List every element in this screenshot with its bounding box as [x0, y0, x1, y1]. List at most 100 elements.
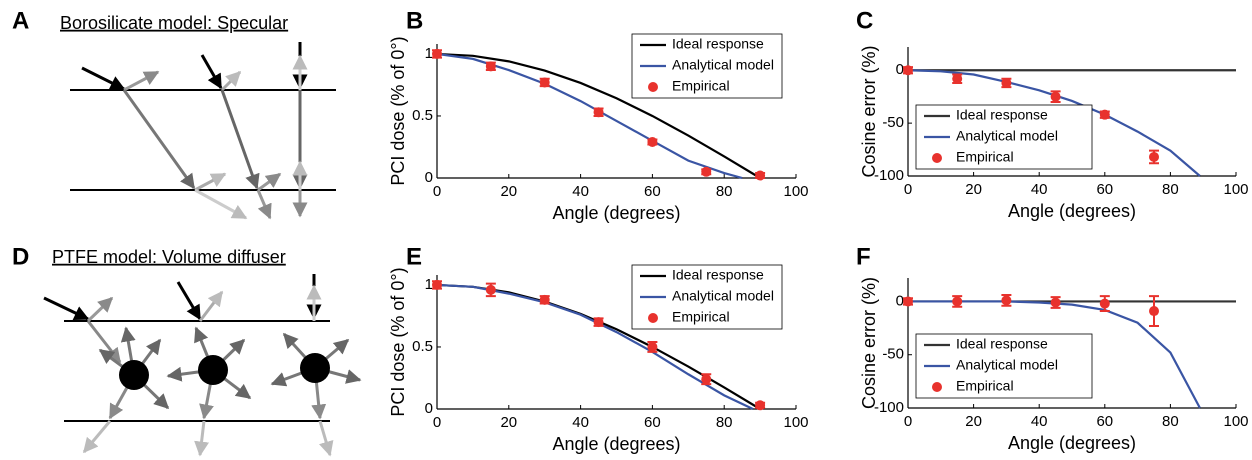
x-axis-label: Angle (degrees) — [552, 434, 680, 454]
data-point — [539, 294, 550, 305]
data-point — [1050, 297, 1061, 308]
x-tick-label: 100 — [783, 183, 808, 200]
y-tick-label: -50 — [882, 346, 904, 363]
x-tick-label: 60 — [644, 414, 661, 431]
x-tick-label: 20 — [500, 183, 517, 200]
y-tick-label: -50 — [882, 114, 904, 131]
x-tick-label: 100 — [783, 414, 808, 431]
y-axis-label: Cosine error (%) — [859, 277, 879, 409]
y-tick-label: 0.5 — [412, 338, 433, 355]
data-point — [647, 341, 658, 352]
data-point — [485, 61, 496, 72]
data-point — [593, 107, 604, 118]
data-point — [755, 400, 766, 411]
x-tick-label: 0 — [904, 181, 912, 198]
x-tick-label: 0 — [433, 414, 441, 431]
y-tick-label: 0 — [896, 292, 904, 309]
legend-label: Ideal response — [672, 36, 764, 52]
legend-label: Analytical model — [956, 357, 1058, 373]
data-point — [432, 48, 442, 59]
y-tick-label: 1 — [425, 276, 433, 293]
particle — [300, 353, 330, 383]
legend-label: Empirical — [956, 149, 1014, 165]
x-tick-label: 80 — [716, 414, 733, 431]
diagram-lines — [43, 274, 362, 457]
x-axis-label: Angle (degrees) — [1008, 433, 1136, 453]
x-tick-label: 40 — [1031, 181, 1048, 198]
y-tick-label: 0 — [425, 169, 433, 186]
data-point — [903, 65, 913, 76]
x-tick-label: 60 — [1096, 181, 1113, 198]
data-point — [1001, 77, 1012, 88]
data-point — [1149, 151, 1159, 162]
legend-label: Empirical — [672, 309, 730, 325]
legend-swatch — [648, 82, 658, 92]
x-axis-label: Angle (degrees) — [552, 203, 680, 223]
y-axis-label: PCI dose (% of 0°) — [388, 267, 408, 416]
panel-label: A — [12, 7, 29, 34]
x-axis-label: Angle (degrees) — [1008, 201, 1136, 221]
y-tick-label: 0.5 — [412, 107, 433, 124]
legend-label: Analytical model — [672, 57, 774, 73]
data-point — [539, 77, 550, 88]
diagram-a: A Borosilicate model: Specular — [12, 7, 336, 220]
data-point — [1099, 109, 1110, 120]
data-point — [1149, 306, 1159, 317]
data-point — [701, 166, 712, 177]
legend-label: Ideal response — [956, 336, 1048, 352]
diagram-d: D PTFE model: Volume diffuser — [12, 243, 362, 457]
x-tick-label: 20 — [500, 414, 517, 431]
data-point — [593, 317, 604, 328]
y-tick-label: 0 — [896, 61, 904, 78]
x-tick-label: 20 — [965, 181, 982, 198]
panel-label: C — [856, 7, 873, 34]
x-tick-label: 40 — [1031, 413, 1048, 430]
particle — [119, 360, 149, 390]
legend-swatch — [932, 382, 942, 392]
panel-label: F — [856, 243, 871, 270]
series-line — [436, 52, 761, 179]
x-tick-label: 20 — [965, 413, 982, 430]
y-tick-label: -100 — [874, 167, 904, 184]
x-tick-label: 80 — [716, 183, 733, 200]
legend-label: Empirical — [956, 378, 1014, 394]
legend-swatch — [932, 153, 942, 163]
legend-label: Ideal response — [672, 267, 764, 283]
x-tick-label: 100 — [1223, 413, 1248, 430]
x-tick-label: 0 — [904, 413, 912, 430]
legend-label: Ideal response — [956, 107, 1048, 123]
data-point — [1099, 298, 1110, 309]
y-axis-label: Cosine error (%) — [859, 45, 879, 177]
data-point — [952, 73, 963, 84]
panel-label: E — [406, 243, 422, 270]
panel-label: B — [406, 7, 423, 34]
x-tick-label: 40 — [572, 414, 589, 431]
data-point — [952, 296, 963, 307]
y-tick-label: 1 — [425, 45, 433, 62]
y-tick-label: 0 — [425, 400, 433, 417]
diagram-lines — [70, 42, 336, 220]
data-point — [903, 296, 913, 307]
data-point — [1050, 91, 1061, 102]
particle — [198, 355, 228, 385]
x-tick-label: 40 — [572, 183, 589, 200]
x-tick-label: 60 — [1096, 413, 1113, 430]
y-tick-label: -100 — [874, 399, 904, 416]
legend-label: Analytical model — [956, 128, 1058, 144]
x-tick-label: 80 — [1162, 181, 1179, 198]
data-point — [755, 170, 766, 181]
diagram-title: Borosilicate model: Specular — [60, 13, 288, 33]
data-point — [432, 279, 442, 290]
panel-label: D — [12, 243, 29, 270]
data-point — [485, 284, 496, 295]
y-axis-label: PCI dose (% of 0°) — [388, 36, 408, 185]
diagram-title: PTFE model: Volume diffuser — [52, 247, 286, 267]
x-tick-label: 60 — [644, 183, 661, 200]
legend-swatch — [648, 313, 658, 323]
data-point — [1001, 295, 1012, 306]
x-tick-label: 100 — [1223, 181, 1248, 198]
x-tick-label: 80 — [1162, 413, 1179, 430]
legend-label: Empirical — [672, 78, 730, 94]
data-point — [701, 374, 712, 385]
